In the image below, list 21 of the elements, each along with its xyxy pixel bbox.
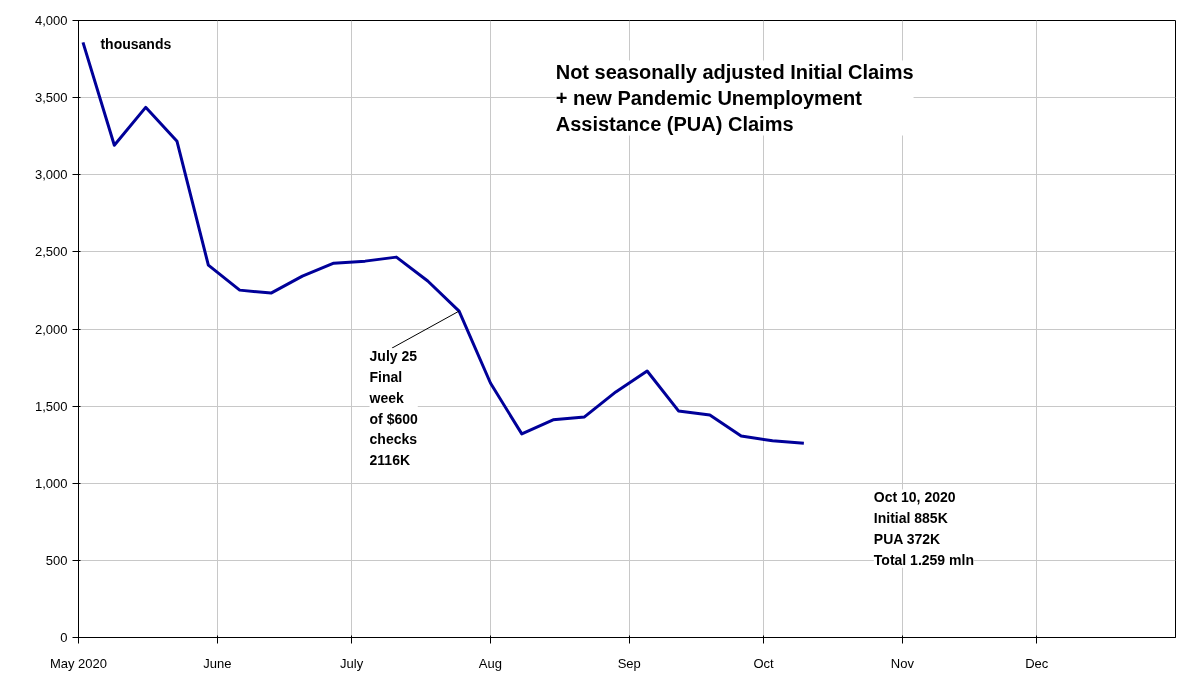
x-tick-label: May 2020 bbox=[49, 655, 108, 671]
y-tick-label: 0 bbox=[60, 630, 68, 645]
y-tick-label: 2,000 bbox=[34, 321, 68, 337]
x-tick-label: Nov bbox=[890, 655, 915, 671]
y-tick-label: 1,500 bbox=[34, 398, 68, 414]
text: Not seasonally adjusted Initial Claims + new Pandemic Unemployment Assistance (PUA) Claims bbox=[555, 60, 914, 136]
y-tick-label: 500 bbox=[45, 552, 68, 568]
x-tick-label: Aug bbox=[478, 655, 503, 671]
x-tick-label: Dec bbox=[1025, 655, 1049, 671]
x-tick-label: Sep bbox=[617, 655, 641, 671]
annotation: Oct 10, 2020 Initial 885K PUA 372K Total 1.259 mln bbox=[873, 489, 974, 568]
annotation: thousands bbox=[100, 35, 172, 52]
annotation: July 25 Final week of $600 checks 2116K bbox=[368, 348, 418, 469]
x-tick-label: June bbox=[203, 655, 232, 671]
y-tick-label: 1,000 bbox=[34, 475, 68, 491]
y-tick-label: 3,500 bbox=[34, 90, 68, 106]
x-tick-label: July bbox=[340, 655, 364, 671]
y-tick-label: 3,000 bbox=[34, 167, 68, 183]
y-tick-label: 4,000 bbox=[34, 13, 68, 28]
y-tick-label: 2,500 bbox=[34, 244, 68, 260]
x-tick-label: Oct bbox=[753, 655, 775, 671]
